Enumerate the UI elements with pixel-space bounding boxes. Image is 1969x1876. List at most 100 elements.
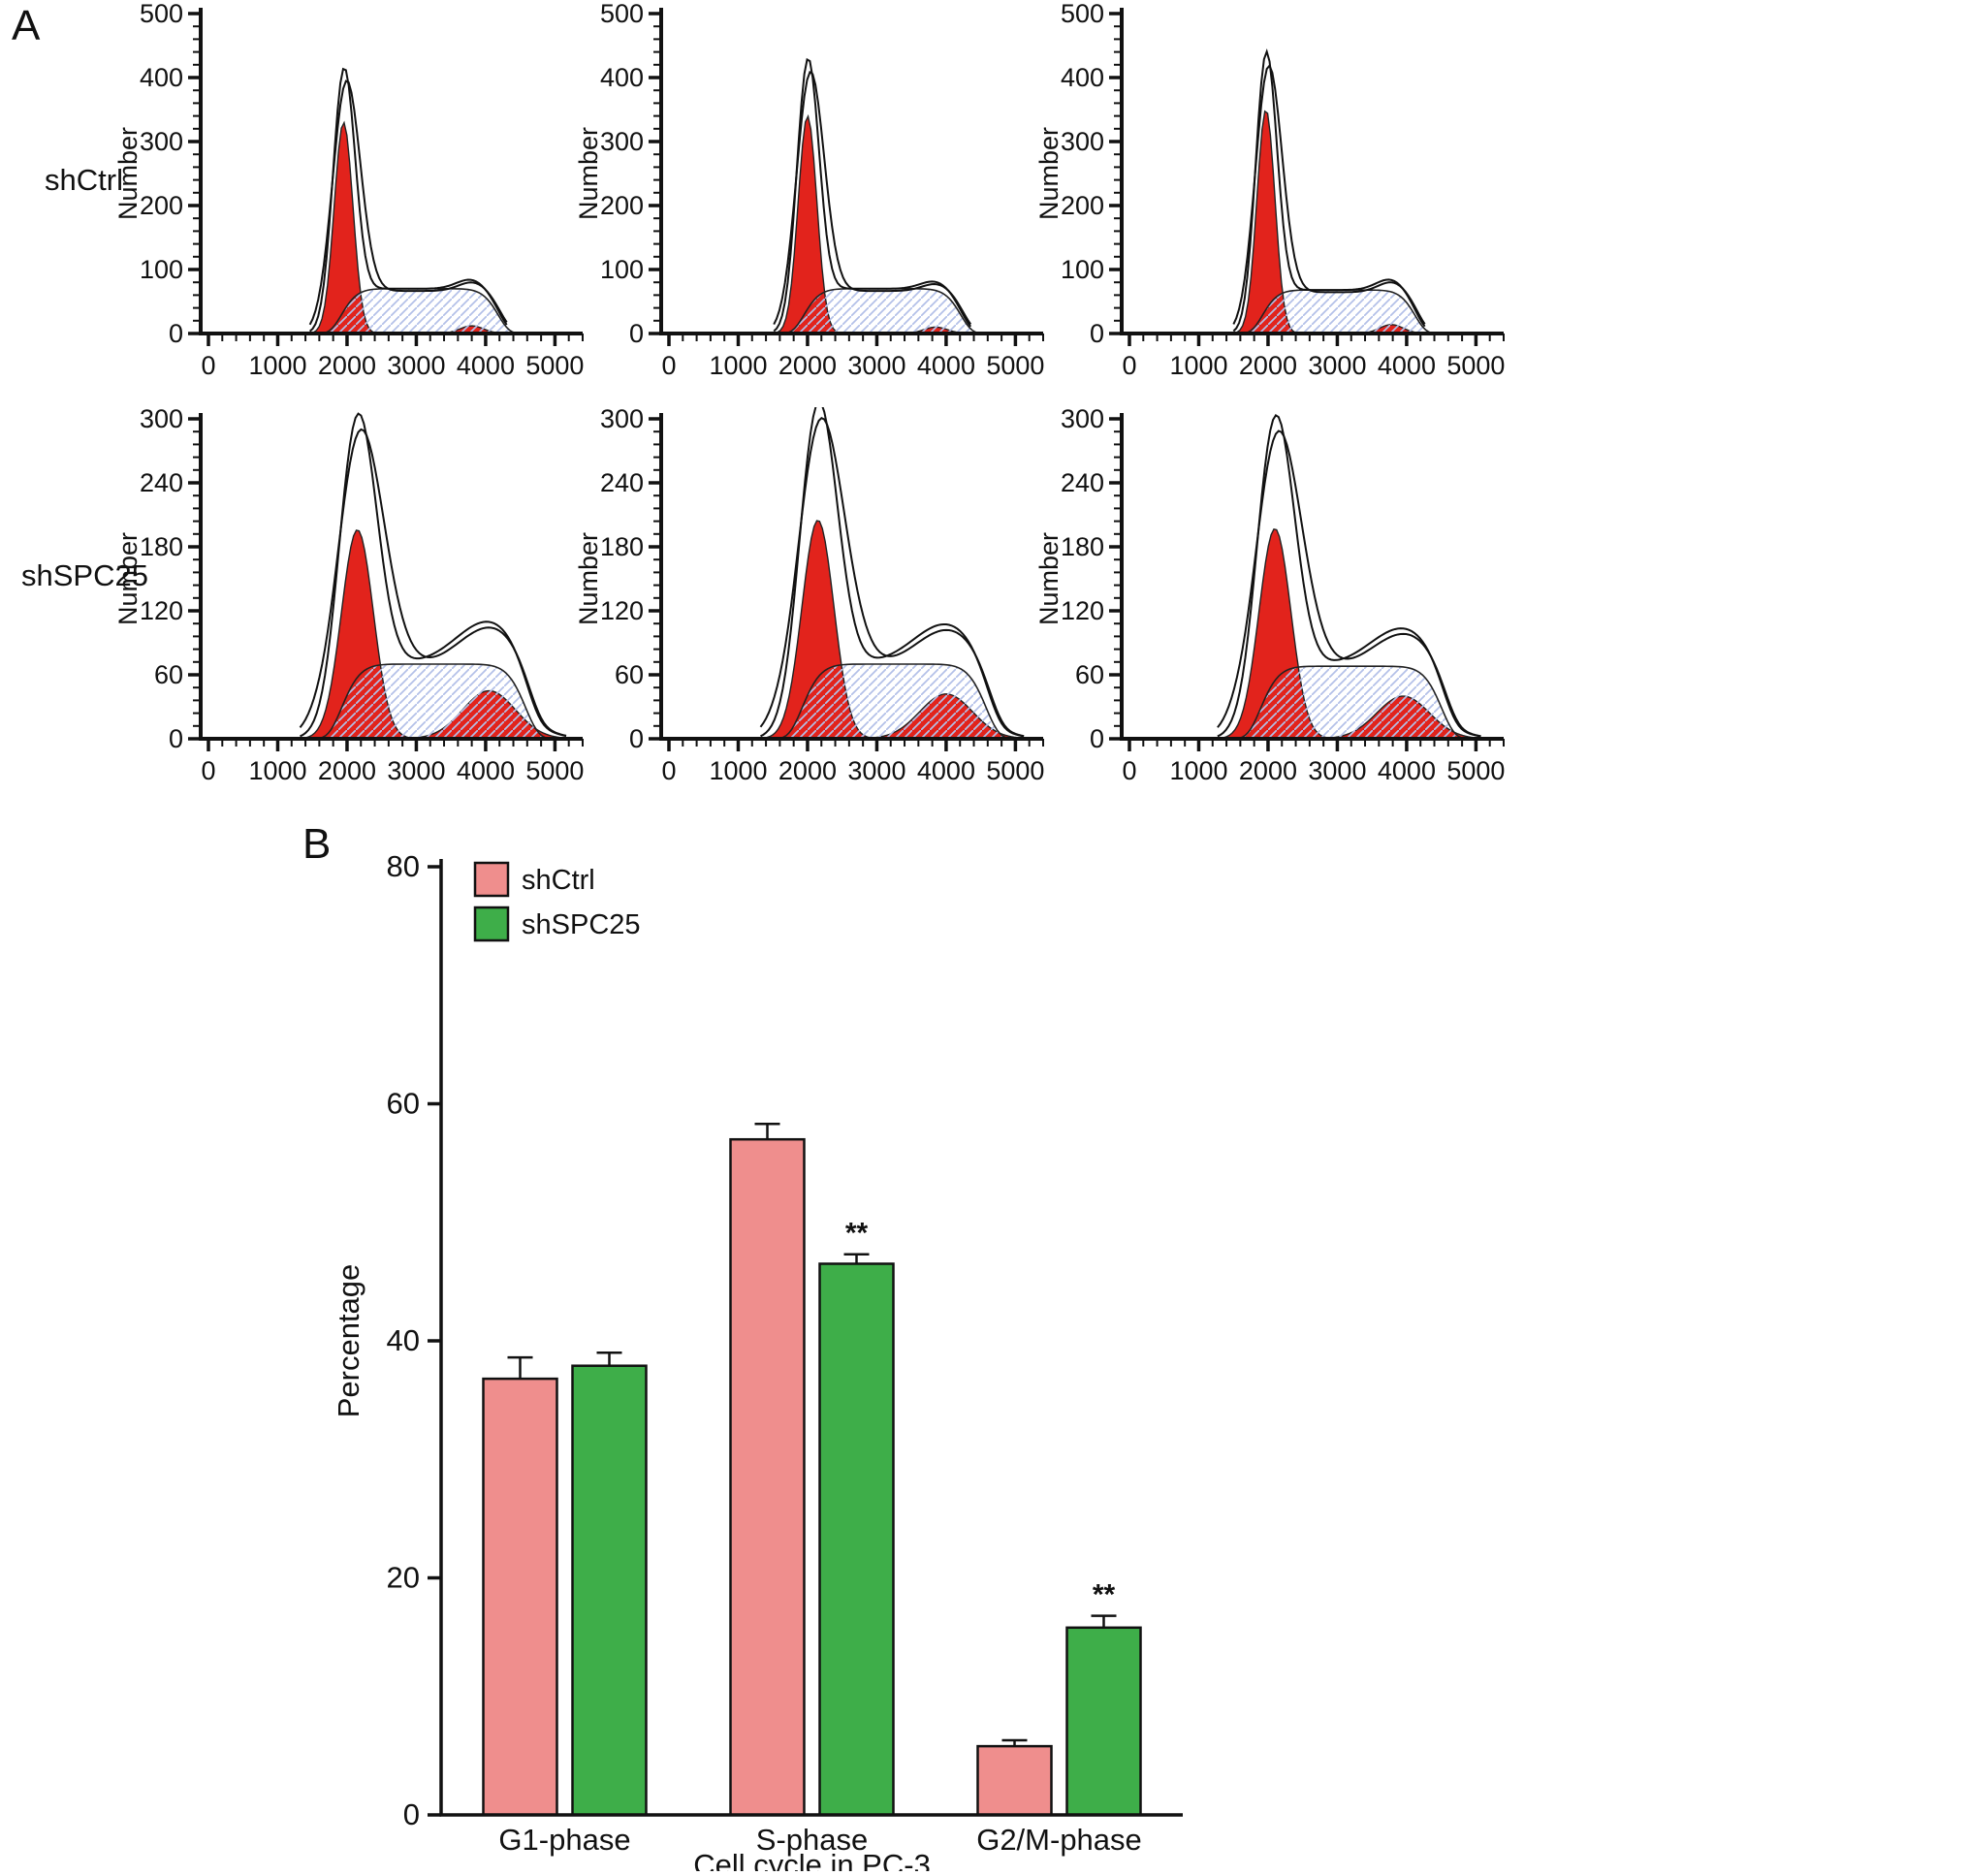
svg-text:5000: 5000	[525, 351, 584, 380]
flow-histogram-svg: 0 1000 2000 3000 4000 5000 0 100 200 300 400 500 N…	[113, 0, 584, 380]
error-bar	[1001, 1738, 1028, 1747]
flow-histogram-shctrl-3: 0 1000 2000 3000 4000 5000 0 100 200 300 400 500 N…	[1032, 0, 1517, 397]
svg-text:1000: 1000	[709, 351, 767, 380]
bar-shSPC25-G1-phase	[571, 1364, 648, 1817]
svg-text:0: 0	[629, 724, 644, 753]
y-axis-title: Percentage	[332, 1264, 365, 1418]
svg-text:0: 0	[1122, 351, 1136, 380]
error-bar	[843, 1253, 870, 1264]
distribution-outline	[773, 57, 972, 333]
svg-text:3000: 3000	[847, 351, 905, 380]
svg-text:300: 300	[600, 127, 644, 156]
y-tick-label: 0	[403, 1797, 420, 1831]
svg-text:500: 500	[1061, 2, 1104, 28]
svg-text:60: 60	[154, 660, 183, 689]
svg-text:300: 300	[600, 407, 644, 433]
svg-text:500: 500	[600, 2, 644, 28]
x-axis-tick-labels: 0 1000 2000 3000 4000 5000	[661, 756, 1044, 785]
svg-text:0: 0	[169, 319, 183, 348]
error-bar	[507, 1355, 533, 1380]
y-axis-title: Number	[574, 532, 603, 625]
flow-histogram-svg: 0 1000 2000 3000 4000 5000 0 100 200 300 400 500 N…	[1034, 0, 1505, 380]
legend-label-shSPC25: shSPC25	[522, 909, 641, 940]
svg-text:100: 100	[600, 255, 644, 284]
row-label-shspc25: shSPC25	[21, 558, 148, 592]
svg-text:300: 300	[140, 127, 183, 156]
axes	[659, 8, 1043, 335]
svg-text:5000: 5000	[1446, 351, 1505, 380]
svg-text:0: 0	[201, 756, 215, 785]
error-bar	[596, 1351, 622, 1366]
s-phase-area	[298, 663, 570, 740]
s-phase-area	[1217, 665, 1485, 740]
axes	[199, 8, 583, 335]
svg-text:200: 200	[1061, 191, 1104, 220]
flow-histogram-svg: 0 1000 2000 3000 4000 5000 0 60 120 180 240 300 Nu…	[574, 399, 1044, 785]
svg-text:0: 0	[661, 756, 676, 785]
svg-text:3000: 3000	[847, 756, 905, 785]
svg-text:2000: 2000	[318, 351, 376, 380]
svg-text:300: 300	[1061, 407, 1104, 433]
panel-b-label: B	[302, 820, 332, 868]
svg-text:500: 500	[140, 2, 183, 28]
svg-text:3000: 3000	[1308, 756, 1366, 785]
y-axis-tick-labels: 0 100 200 300 400 500	[140, 0, 183, 348]
flow-histogram-shspc25-3: 0 1000 2000 3000 4000 5000 0 60 120 180 240 300 Nu…	[1032, 404, 1517, 803]
legend-label-shCtrl: shCtrl	[522, 865, 595, 896]
distribution-outline	[759, 399, 1025, 738]
svg-text:3000: 3000	[1308, 351, 1366, 380]
svg-text:2000: 2000	[1239, 756, 1297, 785]
svg-text:180: 180	[1061, 532, 1104, 561]
svg-text:400: 400	[600, 63, 644, 92]
svg-text:1000: 1000	[1169, 351, 1227, 380]
svg-text:240: 240	[600, 468, 644, 497]
axis-ticks	[1109, 12, 1505, 346]
significance-stars: **	[1093, 1579, 1116, 1611]
category-label: S-phase	[756, 1823, 868, 1857]
svg-text:5000: 5000	[986, 756, 1044, 785]
flow-histogram-svg: 0 1000 2000 3000 4000 5000 0 60 120 180 240 300 Nu…	[113, 404, 584, 785]
svg-text:4000: 4000	[1378, 756, 1436, 785]
svg-text:60: 60	[615, 660, 644, 689]
svg-text:4000: 4000	[457, 351, 515, 380]
bar-shCtrl-S-phase	[729, 1137, 806, 1817]
y-axis-title: Number	[113, 532, 143, 625]
y-tick-label: 80	[387, 849, 420, 883]
svg-text:100: 100	[140, 255, 183, 284]
svg-text:300: 300	[1061, 127, 1104, 156]
category-label: G2/M-phase	[976, 1823, 1142, 1857]
svg-text:2000: 2000	[778, 351, 837, 380]
svg-text:120: 120	[140, 596, 183, 625]
svg-text:5000: 5000	[525, 756, 584, 785]
svg-text:1000: 1000	[1169, 756, 1227, 785]
svg-text:2000: 2000	[1239, 351, 1297, 380]
distribution-outline	[1232, 48, 1426, 333]
svg-text:2000: 2000	[318, 756, 376, 785]
svg-text:100: 100	[1061, 255, 1104, 284]
svg-text:0: 0	[201, 351, 215, 380]
x-axis-tick-labels: 0 1000 2000 3000 4000 5000	[201, 756, 584, 785]
flow-histogram-shctrl-1: 0 1000 2000 3000 4000 5000 0 100 200 300 400 500 N…	[111, 0, 596, 397]
error-bar	[1091, 1614, 1117, 1628]
distribution-outline	[299, 412, 567, 738]
y-axis-tick-labels: 0 60 120 180 240 300	[600, 404, 644, 753]
flow-histogram-shspc25-2: 0 1000 2000 3000 4000 5000 0 60 120 180 240 300 Nu…	[572, 399, 1057, 803]
svg-text:0: 0	[1122, 756, 1136, 785]
axes	[199, 413, 583, 741]
svg-text:1000: 1000	[709, 756, 767, 785]
svg-text:1000: 1000	[248, 351, 306, 380]
svg-text:400: 400	[140, 63, 183, 92]
cell-cycle-bar-chart: 0 20 40 60 80 ** ** G1-phase S-phase G2/M-phase…	[330, 834, 1241, 1876]
x-axis-tick-labels: 0 1000 2000 3000 4000 5000	[1122, 756, 1505, 785]
y-axis-tick-labels: 0 60 120 180 240 300	[140, 404, 183, 753]
svg-text:120: 120	[1061, 596, 1104, 625]
flow-histogram-svg: 0 1000 2000 3000 4000 5000 0 60 120 180 240 300 Nu…	[1034, 404, 1505, 785]
svg-text:60: 60	[1075, 660, 1104, 689]
y-axis-tick-labels: 0 100 200 300 400 500	[1061, 0, 1104, 348]
bar-shSPC25-G2/M-phase	[1065, 1626, 1142, 1817]
bar-shCtrl-G1-phase	[482, 1377, 558, 1817]
row-label-shctrl: shCtrl	[45, 163, 123, 197]
x-axis-tick-labels: 0 1000 2000 3000 4000 5000	[201, 351, 584, 380]
svg-text:200: 200	[600, 191, 644, 220]
svg-text:200: 200	[140, 191, 183, 220]
